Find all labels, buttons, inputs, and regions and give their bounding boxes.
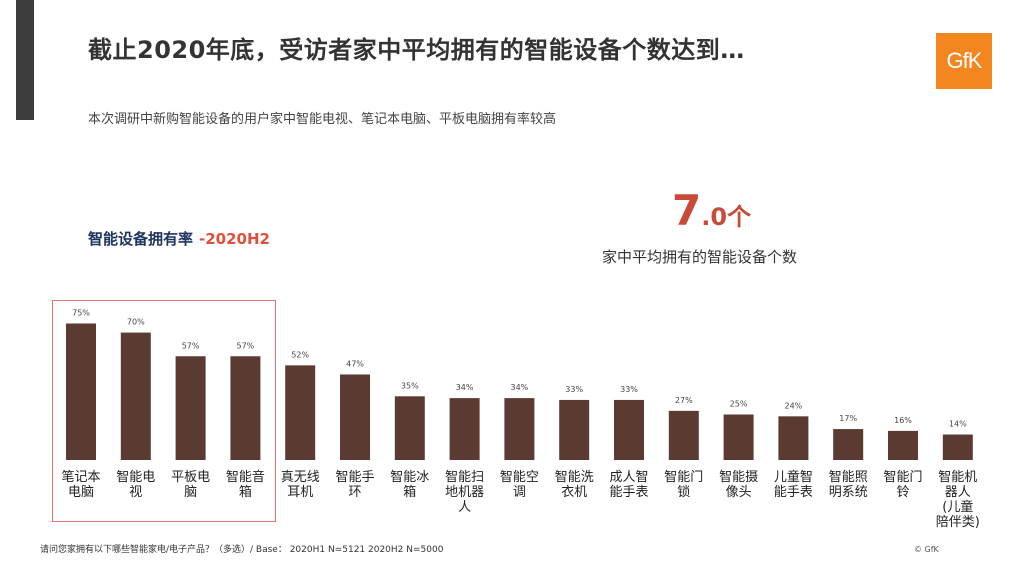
bar-value-label-13: 24% <box>785 401 803 410</box>
chart-title-text: 智能设备拥有率 <box>88 230 194 248</box>
category-label-8: 智能空调 <box>500 470 539 500</box>
category-label-1: 智能电视 <box>116 470 155 500</box>
category-label-6: 智能冰箱 <box>390 470 429 500</box>
bar-value-label-6: 35% <box>401 381 419 390</box>
category-label-2: 平板电脑 <box>171 470 210 500</box>
bar-3 <box>230 356 261 460</box>
category-label-7: 智能扫地机器人 <box>445 470 484 515</box>
page-title: 截止2020年底，受访者家中平均拥有的智能设备个数达到… <box>88 36 745 64</box>
bar-value-label-7: 34% <box>456 383 474 392</box>
chart-title: 智能设备拥有率 -2020H2 <box>88 228 270 249</box>
category-label-3: 智能音箱 <box>226 469 265 500</box>
category-label-4: 真无线耳机 <box>281 470 320 500</box>
category-label-10: 成人智能手表 <box>609 470 648 500</box>
bar-value-label-2: 57% <box>182 341 200 350</box>
bar-value-label-15: 16% <box>894 416 912 425</box>
average-device-count: 7.0个 <box>672 190 751 232</box>
category-label-12: 智能摄像头 <box>719 470 758 500</box>
average-count-integer: 7 <box>672 186 702 235</box>
accent-side-bar <box>16 0 34 120</box>
category-label-9: 智能洗衣机 <box>555 470 594 500</box>
bar-value-label-8: 34% <box>511 383 529 392</box>
bar-0 <box>66 323 96 460</box>
bar-2 <box>175 356 206 460</box>
average-count-unit: 个 <box>727 203 752 231</box>
bar-value-label-5: 47% <box>346 359 364 368</box>
bar-4 <box>285 365 316 460</box>
bar-12 <box>723 414 754 460</box>
bar-value-label-16: 14% <box>949 420 967 429</box>
gfk-logo: GfK <box>936 33 992 89</box>
chart-period: -2020H2 <box>199 230 270 248</box>
average-count-caption: 家中平均拥有的智能设备个数 <box>602 248 798 266</box>
bar-13 <box>778 416 809 460</box>
bar-7 <box>449 398 480 460</box>
bar-value-label-10: 33% <box>620 385 638 394</box>
bar-10 <box>614 399 644 460</box>
bar-1 <box>120 332 151 460</box>
category-label-15: 智能门铃 <box>883 470 922 500</box>
category-label-14: 智能照明系统 <box>829 470 868 500</box>
bar-value-label-4: 52% <box>291 350 309 359</box>
average-count-decimal: .0 <box>701 203 728 231</box>
bar-value-label-3: 57% <box>237 341 255 350</box>
bar-14 <box>833 429 864 460</box>
bar-9 <box>559 399 590 460</box>
category-label-11: 智能门锁 <box>664 470 703 500</box>
bar-value-label-11: 27% <box>675 396 693 405</box>
copyright: © GfK <box>914 545 939 554</box>
bar-6 <box>394 396 425 460</box>
bar-value-label-14: 17% <box>839 414 857 423</box>
category-label-0: 笔记本电脑 <box>61 469 100 500</box>
bar-16 <box>942 434 973 460</box>
category-label-5: 智能手环 <box>335 470 374 500</box>
bar-5 <box>340 374 370 460</box>
category-label-16: 智能机器人(儿童陪伴类) <box>936 470 980 530</box>
bar-value-label-12: 25% <box>730 400 748 409</box>
page-subtitle: 本次调研中新购智能设备的用户家中智能电视、笔记本电脑、平板电脑拥有率较高 <box>88 112 557 127</box>
bar-8 <box>504 398 535 460</box>
bar-value-label-9: 33% <box>565 385 583 394</box>
bar-15 <box>888 430 918 460</box>
top-devices-highlight-box <box>52 300 276 522</box>
footnote: 请问您家拥有以下哪些智能家电/电子产品？（多选）/ Base： 2020H1 N… <box>40 545 444 555</box>
category-label-13: 儿童智能手表 <box>774 469 813 500</box>
bar-value-label-1: 70% <box>127 318 145 327</box>
bar-value-label-0: 75% <box>72 309 90 318</box>
bar-11 <box>668 410 699 460</box>
